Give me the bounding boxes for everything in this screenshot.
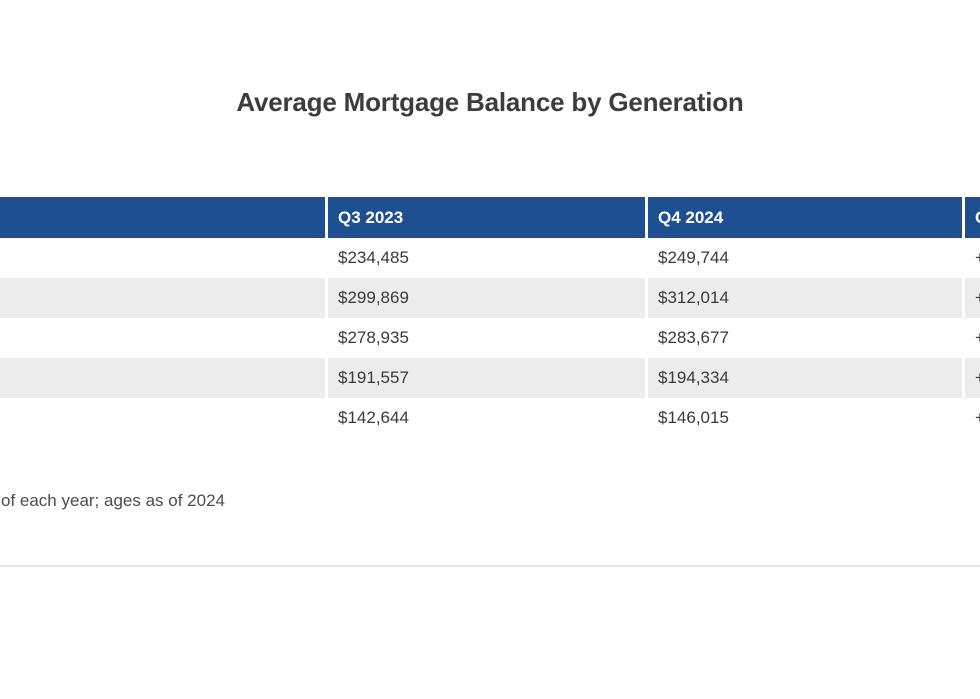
cell-q3-balance: $142,644 <box>325 398 645 438</box>
cell-change: + <box>962 318 980 358</box>
cell-q4-balance: $194,334 <box>645 358 962 398</box>
divider-line <box>0 565 980 567</box>
cell-q3-balance: $299,869 <box>325 278 645 318</box>
cell-change: + <box>962 278 980 318</box>
cell-q3-balance: $234,485 <box>325 238 645 278</box>
cell-change: + <box>962 238 980 278</box>
header-cell-change: C <box>962 197 980 238</box>
footnote: of each year; ages as of 2024 <box>1 491 225 510</box>
table-row: $191,557 $194,334 + <box>0 358 980 398</box>
cell-generation <box>0 278 325 318</box>
cell-q4-balance: $283,677 <box>645 318 962 358</box>
header-cell-q4-2024: Q4 2024 <box>645 197 962 238</box>
table-row: $278,935 $283,677 + <box>0 318 980 358</box>
cell-q4-balance: $146,015 <box>645 398 962 438</box>
header-cell-q3-2023: Q3 2023 <box>325 197 645 238</box>
cell-change: + <box>962 398 980 438</box>
cell-generation <box>0 318 325 358</box>
header-row: Q3 2023 Q4 2024 C <box>0 197 980 238</box>
cell-q4-balance: $312,014 <box>645 278 962 318</box>
cell-q3-balance: $278,935 <box>325 318 645 358</box>
cell-q4-balance: $249,744 <box>645 238 962 278</box>
table-row: $299,869 $312,014 + <box>0 278 980 318</box>
cell-generation <box>0 358 325 398</box>
cell-generation <box>0 398 325 438</box>
cell-generation <box>0 238 325 278</box>
cell-q3-balance: $191,557 <box>325 358 645 398</box>
page-title: Average Mortgage Balance by Generation <box>236 87 744 117</box>
header-cell-generation <box>0 197 325 238</box>
mortgage-balance-table: Q3 2023 Q4 2024 C $234,485 $249,744 + $2… <box>0 197 980 438</box>
table-row: $142,644 $146,015 + <box>0 398 980 438</box>
table-row: $234,485 $249,744 + <box>0 238 980 278</box>
cell-change: + <box>962 358 980 398</box>
